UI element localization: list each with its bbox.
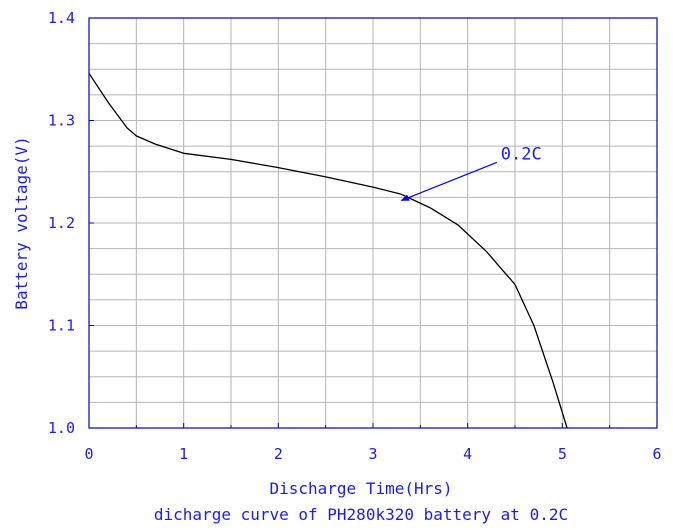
x-tick-label: 4 — [463, 445, 472, 463]
series-layer — [88, 72, 568, 429]
annotation-label: 0.2C — [501, 144, 542, 164]
x-tick-label: 6 — [652, 445, 661, 463]
x-tick-label: 0 — [84, 445, 93, 463]
x-ticks: 0 1 2 3 4 5 6 — [84, 423, 662, 463]
series-line — [88, 72, 568, 429]
y-tick-label: 1.1 — [48, 317, 75, 335]
y-ticks: 1.0 1.1 1.2 1.3 1.4 — [48, 9, 94, 437]
x-tick-label: 1 — [179, 445, 188, 463]
annotation-arrow — [400, 161, 498, 202]
chart-caption: dicharge curve of PH280k320 battery at 0… — [154, 505, 568, 524]
x-tick-label: 3 — [368, 445, 377, 463]
y-tick-label: 1.4 — [48, 9, 75, 27]
y-axis-title: Battery voltage(V) — [12, 136, 31, 309]
y-tick-label: 1.3 — [48, 112, 75, 130]
x-tick-label: 5 — [558, 445, 567, 463]
x-tick-label: 2 — [274, 445, 283, 463]
y-tick-label: 1.0 — [48, 419, 75, 437]
grid — [89, 18, 657, 428]
annotation-layer: 0.2C — [400, 144, 542, 202]
x-axis-title: Discharge Time(Hrs) — [269, 479, 452, 498]
y-tick-label: 1.2 — [48, 214, 75, 232]
